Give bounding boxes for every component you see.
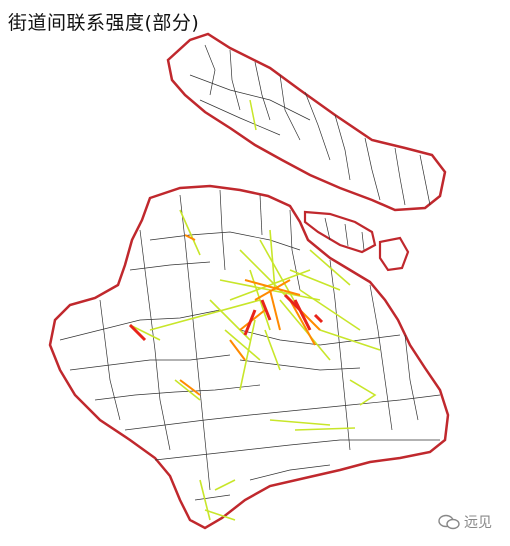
watermark: 远见 [438, 512, 492, 532]
map-title: 街道间联系强度(部分) [8, 12, 200, 34]
wechat-icon [438, 514, 460, 530]
chongming-district-lines [189, 44, 431, 206]
chongming-island-outline [166, 32, 447, 212]
watermark-text: 远见 [464, 515, 492, 531]
mainland-outline [48, 184, 450, 530]
connection-lines-high [128, 293, 324, 342]
mainland-district-lines [59, 189, 441, 501]
hengsha-island-outline [378, 236, 410, 272]
changxing-island-outline [303, 210, 377, 254]
